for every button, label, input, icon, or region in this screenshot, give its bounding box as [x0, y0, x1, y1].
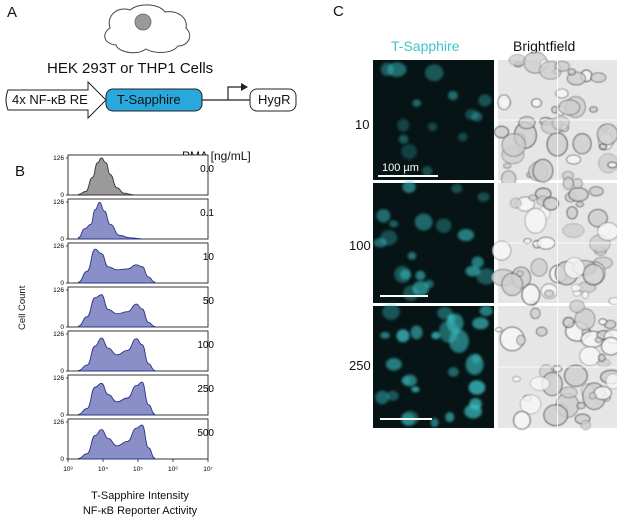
y-tick-min: 0 — [60, 456, 64, 463]
brightfield-image-100 — [490, 177, 617, 306]
histogram-area-500 — [78, 424, 156, 460]
dose-label-0.1: 0.1 — [200, 208, 214, 219]
histogram-panel-250: 126 0 250 — [53, 374, 214, 419]
y-tick-min: 0 — [60, 192, 64, 199]
panel-a-letter: A — [7, 4, 18, 21]
histogram-area-0.1 — [78, 201, 142, 240]
histogram-area-100 — [78, 337, 156, 372]
response-element-label: 4x NF-κB RE — [12, 92, 88, 107]
row-label-250: 250 — [349, 358, 371, 373]
y-tick-max: 126 — [53, 155, 64, 162]
histogram-area-0.0 — [78, 157, 134, 196]
y-tick-min: 0 — [60, 412, 64, 419]
histogram-panel-100: 126 0 100 — [53, 330, 214, 375]
row-label-10: 10 — [355, 117, 370, 132]
histogram-panel-0.1: 126 0 0.1 — [53, 198, 214, 243]
tsapphire-image-100 — [373, 181, 496, 303]
row-label-100: 100 — [349, 238, 371, 253]
tsapphire-image-10 — [373, 60, 494, 180]
y-tick-max: 126 — [53, 375, 64, 382]
construct-diagram — [5, 80, 297, 120]
dose-label-50: 50 — [203, 296, 215, 307]
hygr-box — [249, 88, 297, 112]
dose-label-250: 250 — [197, 384, 214, 395]
y-tick-min: 0 — [60, 368, 64, 375]
histogram-panel-500: 126 0 500 — [53, 418, 214, 463]
cell-line-label: HEK 293T or THP1 Cells — [47, 60, 214, 77]
histogram-stack: 12600.012600.112601012605012601001260250… — [53, 154, 215, 473]
panel-b-letter: B — [15, 163, 26, 180]
y-tick-max: 126 — [53, 287, 64, 294]
dose-label-0.0: 0.0 — [200, 164, 214, 175]
dose-label-500: 500 — [197, 428, 214, 439]
y-tick-min: 0 — [60, 324, 64, 331]
x-tick-label: 10⁷ — [203, 466, 213, 473]
dose-label-100: 100 — [197, 340, 214, 351]
histogram-area-10 — [78, 248, 156, 284]
y-tick-min: 0 — [60, 280, 64, 287]
reporter-label: T-Sapphire — [117, 92, 181, 107]
y-tick-max: 126 — [53, 199, 64, 206]
panel-c-letter: C — [333, 3, 344, 20]
response-element-shape — [5, 80, 107, 120]
brightfield-column-header: Brightfield — [513, 38, 576, 54]
histogram-panel-0.0: 126 0 0.0 — [53, 154, 214, 199]
y-tick-min: 0 — [60, 236, 64, 243]
x-tick-label: 10⁴ — [98, 466, 108, 473]
histogram-panel-50: 126 0 50 — [53, 286, 215, 331]
histogram-area-50 — [78, 294, 156, 328]
x-axis-label-line1: T-Sapphire Intensity — [91, 490, 189, 502]
brightfield-image-10 — [493, 51, 617, 188]
cell-icon — [104, 4, 191, 54]
histogram-area-250 — [78, 381, 156, 416]
tsapphire-column-header: T-Sapphire — [391, 38, 460, 54]
y-tick-max: 126 — [53, 243, 64, 250]
x-axis-label-line2: NF-κB Reporter Activity — [82, 505, 198, 517]
y-tick-max: 126 — [53, 331, 64, 338]
reporter-box — [105, 88, 203, 112]
tsapphire-image-250 — [373, 303, 494, 428]
x-tick-label: 10⁵ — [133, 466, 143, 473]
x-tick-label: 10⁶ — [168, 466, 178, 473]
scalebar-label: 100 µm — [382, 162, 419, 174]
histogram-panel-10: 126 0 10 — [53, 242, 215, 287]
promoter-arrow — [227, 86, 242, 100]
x-tick-label: 10³ — [63, 466, 73, 473]
resistance-label: HygR — [258, 92, 291, 107]
y-tick-max: 126 — [53, 419, 64, 426]
brightfield-image-250 — [495, 300, 617, 431]
dose-label-10: 10 — [203, 252, 215, 263]
